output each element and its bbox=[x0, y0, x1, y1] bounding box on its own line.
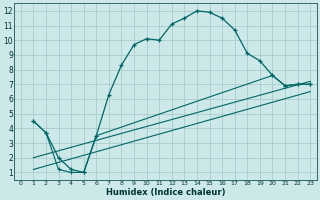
X-axis label: Humidex (Indice chaleur): Humidex (Indice chaleur) bbox=[106, 188, 225, 197]
